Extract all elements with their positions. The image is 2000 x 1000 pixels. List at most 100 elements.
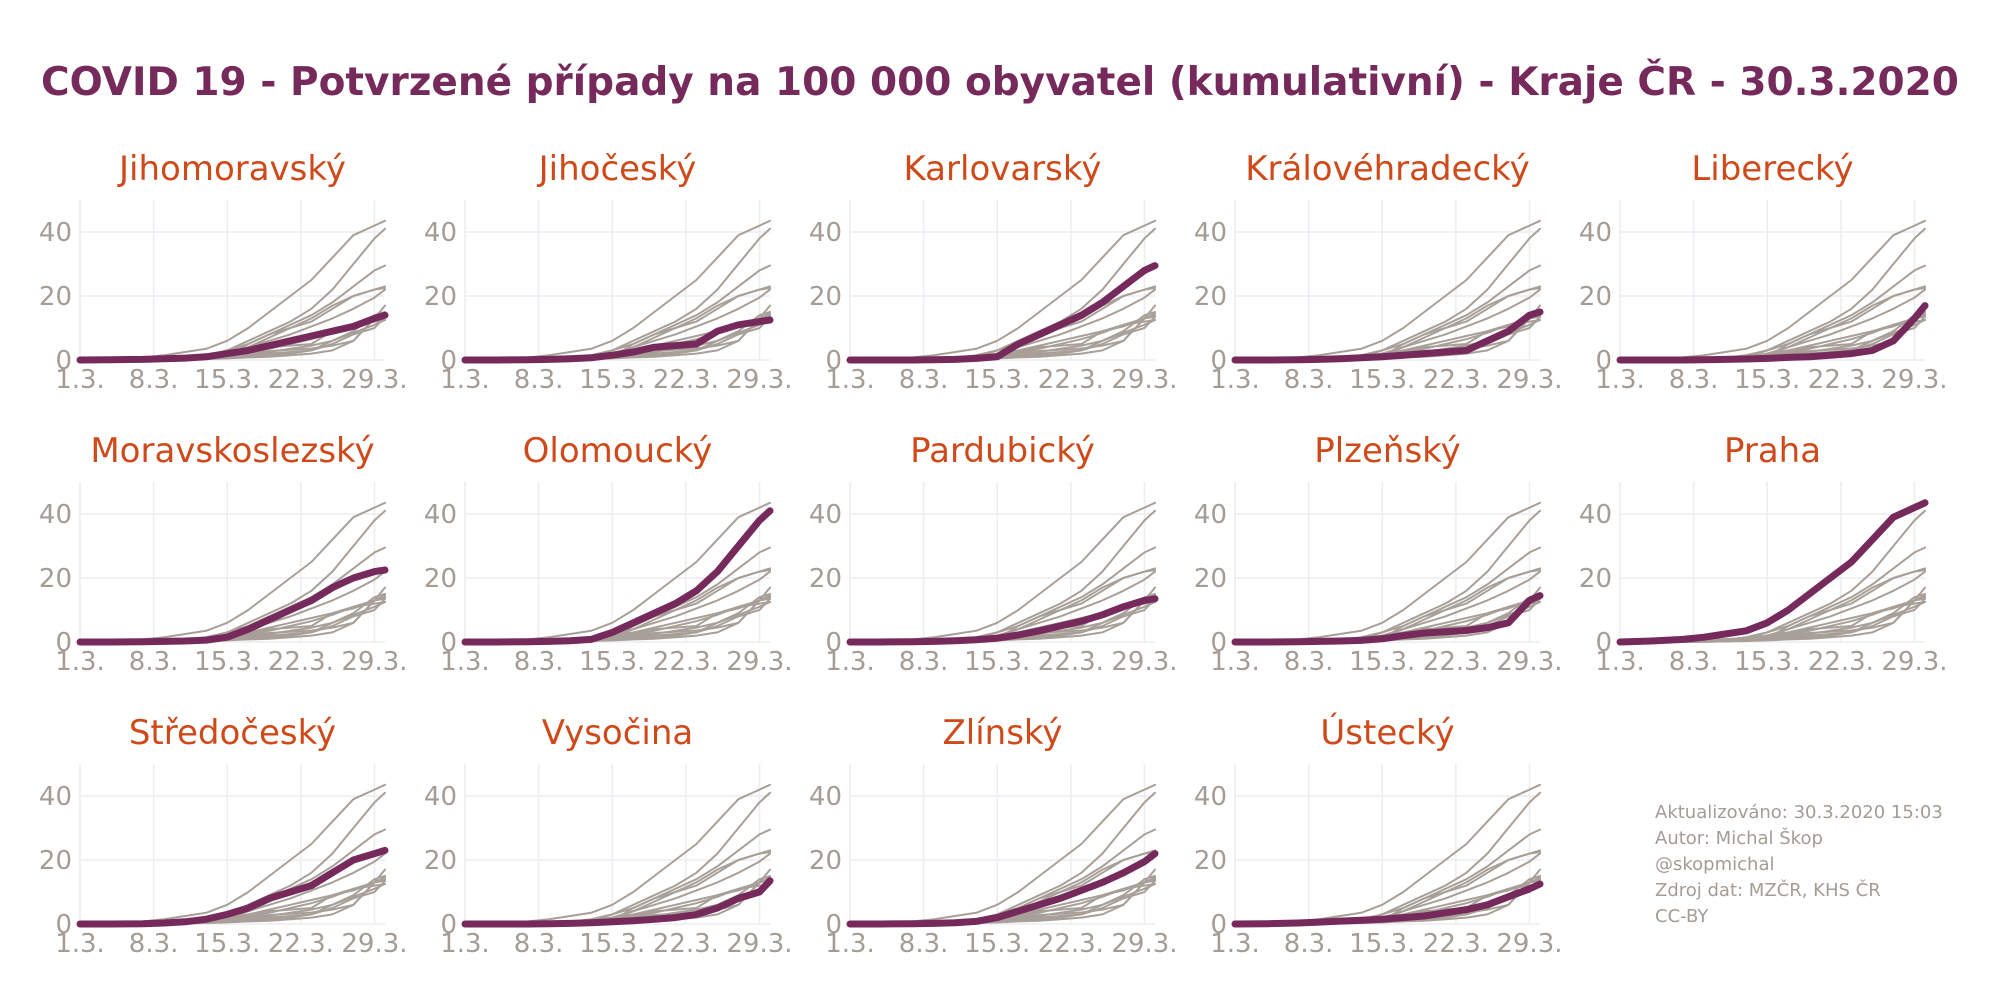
x-tick-label: 22.3. <box>653 647 719 677</box>
x-tick-label: 1.3. <box>1595 647 1645 677</box>
highlight-line <box>1231 308 1544 364</box>
panel-14: Ústecký 0 20 40 1.3. 8.3. 15.3. 22.3. 29.3. <box>1194 712 1563 959</box>
y-tick-label: 20 <box>39 282 72 312</box>
highlight-line <box>76 846 389 928</box>
x-tick-label: 1.3. <box>1210 647 1260 677</box>
y-tick-label: 20 <box>424 282 457 312</box>
panel-title: Plzeňský <box>1314 431 1461 471</box>
x-tick-label: 29.3. <box>1496 929 1562 959</box>
y-tick-label: 20 <box>1194 846 1227 876</box>
x-tick-label: 29.3. <box>1111 365 1177 395</box>
x-tick-label: 1.3. <box>825 647 875 677</box>
x-tick-label: 15.3. <box>194 647 260 677</box>
highlight-line <box>1231 880 1544 928</box>
panel-title: Praha <box>1724 431 1821 471</box>
x-tick-label: 22.3. <box>1038 365 1104 395</box>
x-tick-label: 15.3. <box>579 647 645 677</box>
author-note: Autor: Michal Škop <box>1655 828 1823 849</box>
y-tick-label: 20 <box>809 282 842 312</box>
x-tick-label: 1.3. <box>55 929 105 959</box>
panel-title: Liberecký <box>1691 149 1853 189</box>
panel-2: Jihočeský 0 20 40 1.3. 8.3. 15.3. 22.3. 29.3. <box>424 149 793 395</box>
panel-9: Plzeňský 0 20 40 1.3. 8.3. 15.3. 22.3. 29.3. <box>1194 431 1563 677</box>
highlight-line <box>1616 499 1929 646</box>
x-tick-label: 1.3. <box>1595 365 1645 395</box>
y-tick-label: 0 <box>440 346 457 376</box>
y-tick-label: 20 <box>809 846 842 876</box>
chart-title: COVID 19 - Potvrzené případy na 100 000 … <box>41 60 1959 105</box>
panel-title: Ústecký <box>1320 712 1454 753</box>
panel-8: Pardubický 0 20 40 1.3. 8.3. 15.3. 22.3. 29.3. <box>809 431 1178 677</box>
x-tick-label: 22.3. <box>1423 647 1489 677</box>
x-tick-label: 8.3. <box>899 647 949 677</box>
y-tick-label: 20 <box>39 846 72 876</box>
panel-title: Jihočeský <box>537 149 697 189</box>
x-tick-label: 22.3. <box>653 929 719 959</box>
x-tick-label: 15.3. <box>964 647 1030 677</box>
panel-5: Liberecký 0 20 40 1.3. 8.3. 15.3. 22.3. 29.3. <box>1579 149 1948 395</box>
highlight-line <box>461 877 774 928</box>
y-tick-label: 0 <box>1595 628 1612 658</box>
y-tick-label: 20 <box>1194 282 1227 312</box>
y-tick-label: 20 <box>1579 282 1612 312</box>
y-tick-label: 40 <box>809 218 842 248</box>
x-tick-label: 29.3. <box>1881 365 1947 395</box>
y-tick-label: 40 <box>1579 218 1612 248</box>
x-tick-label: 22.3. <box>1808 365 1874 395</box>
y-tick-label: 0 <box>55 346 72 376</box>
y-tick-label: 20 <box>1194 564 1227 594</box>
x-tick-label: 8.3. <box>514 647 564 677</box>
y-tick-label: 40 <box>39 500 72 530</box>
y-tick-label: 0 <box>825 346 842 376</box>
highlight-line <box>846 850 1159 928</box>
x-tick-label: 1.3. <box>55 365 105 395</box>
x-tick-label: 1.3. <box>440 929 490 959</box>
y-tick-label: 20 <box>1579 564 1612 594</box>
x-tick-label: 15.3. <box>964 929 1030 959</box>
x-tick-label: 22.3. <box>268 929 334 959</box>
x-tick-label: 22.3. <box>1423 365 1489 395</box>
license-note: CC-BY <box>1655 906 1709 927</box>
x-tick-label: 8.3. <box>1669 647 1719 677</box>
updated-note: Aktualizováno: 30.3.2020 15:03 <box>1655 802 1943 823</box>
y-tick-label: 40 <box>39 218 72 248</box>
panel-title: Olomoucký <box>523 431 713 471</box>
x-tick-label: 29.3. <box>726 929 792 959</box>
x-tick-label: 22.3. <box>1808 647 1874 677</box>
x-tick-label: 15.3. <box>579 929 645 959</box>
x-tick-label: 8.3. <box>899 929 949 959</box>
panel-title: Moravskoslezský <box>90 431 374 471</box>
x-tick-label: 8.3. <box>1669 365 1719 395</box>
y-tick-label: 40 <box>424 218 457 248</box>
x-tick-label: 29.3. <box>726 365 792 395</box>
x-tick-label: 1.3. <box>1210 929 1260 959</box>
panel-title: Královéhradecký <box>1245 149 1530 189</box>
highlight-line <box>461 507 774 646</box>
highlight-line <box>1231 592 1544 646</box>
x-tick-label: 1.3. <box>440 365 490 395</box>
x-tick-label: 8.3. <box>1284 929 1334 959</box>
y-tick-label: 20 <box>424 564 457 594</box>
x-tick-label: 8.3. <box>129 365 179 395</box>
x-tick-label: 22.3. <box>1038 647 1104 677</box>
y-tick-label: 0 <box>55 910 72 940</box>
y-tick-label: 40 <box>1194 500 1227 530</box>
y-tick-label: 40 <box>1194 218 1227 248</box>
highlight-line <box>846 595 1159 646</box>
source-note: Zdroj dat: MZČR, KHS ČR <box>1655 880 1881 901</box>
x-tick-label: 29.3. <box>1881 647 1947 677</box>
y-tick-label: 0 <box>1595 346 1612 376</box>
x-tick-label: 8.3. <box>129 929 179 959</box>
highlight-line <box>76 311 389 364</box>
y-tick-label: 20 <box>39 564 72 594</box>
panel-title: Vysočina <box>542 713 694 753</box>
panel-6: Moravskoslezský 0 20 40 1.3. 8.3. 15.3. 22.3. 29… <box>39 431 408 677</box>
panel-4: Královéhradecký 0 20 40 1.3. 8.3. 15.3. 22.3. 29… <box>1194 149 1563 395</box>
x-tick-label: 15.3. <box>1349 929 1415 959</box>
x-tick-label: 15.3. <box>194 365 260 395</box>
y-tick-label: 0 <box>1210 628 1227 658</box>
x-tick-label: 8.3. <box>514 365 564 395</box>
x-tick-label: 15.3. <box>194 929 260 959</box>
x-tick-label: 29.3. <box>341 647 407 677</box>
